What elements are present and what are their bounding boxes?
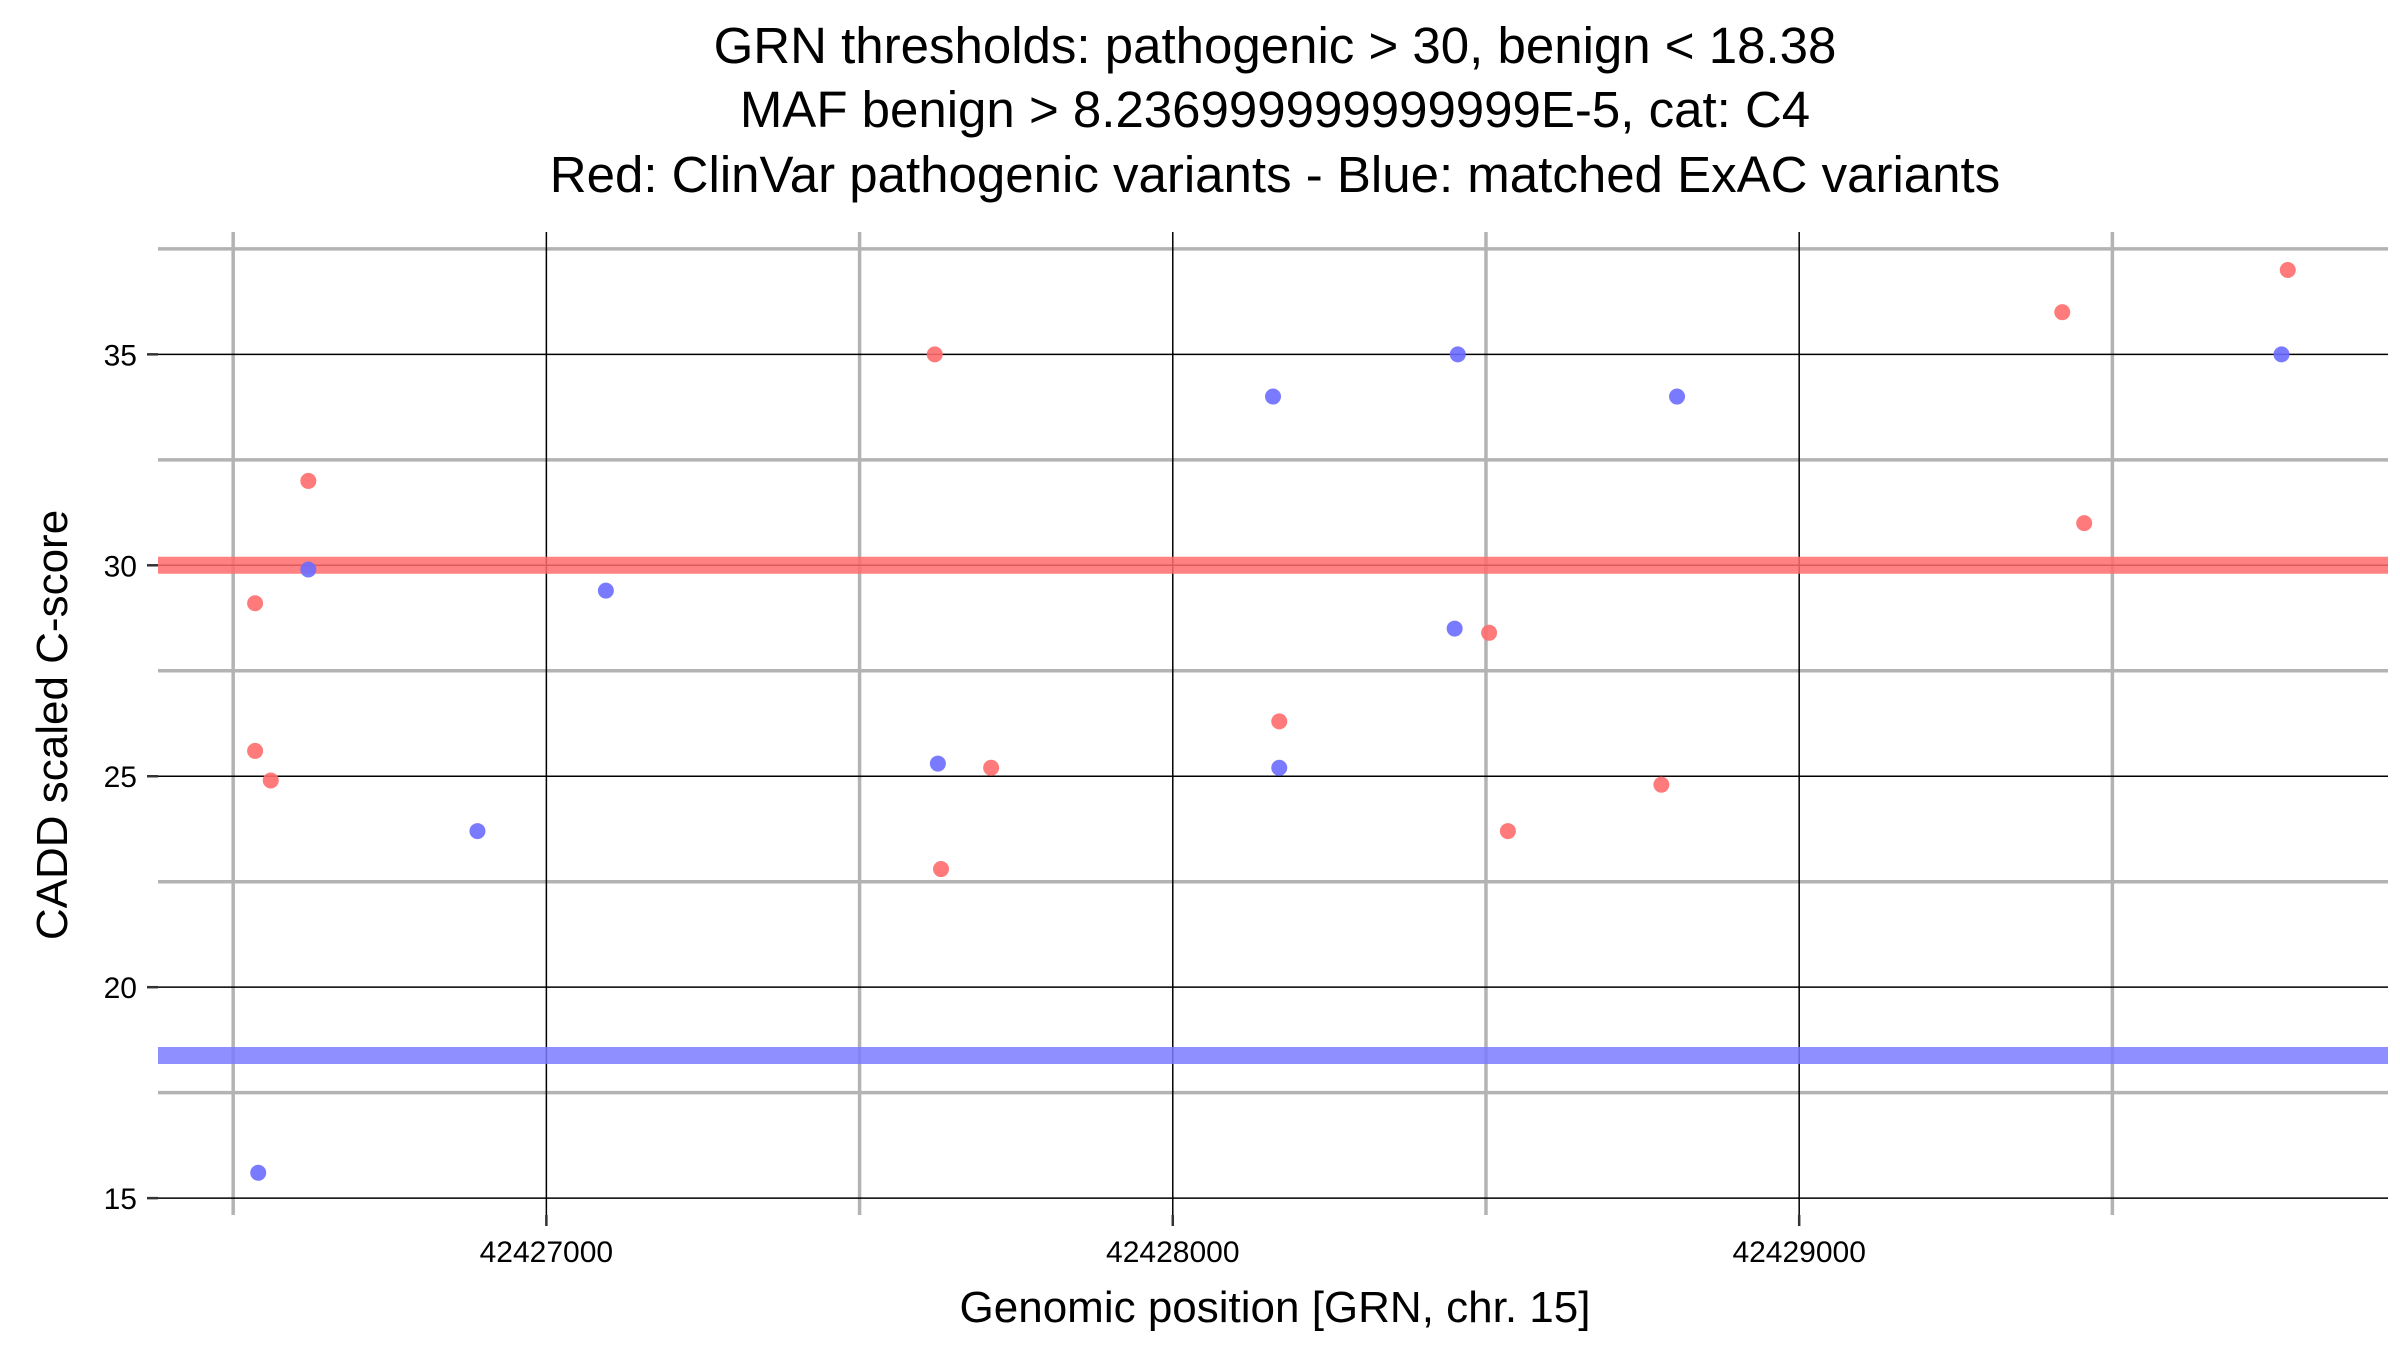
clinvar-point-11 <box>2054 304 2071 321</box>
y-axis: 15 20 25 30 35 <box>104 339 158 1216</box>
clinvar-point-6 <box>983 759 1000 776</box>
title-line-3: Red: ClinVar pathogenic variants - Blue:… <box>550 146 2000 203</box>
exac-point-3 <box>597 582 614 599</box>
y-tick-label-3: 30 <box>104 550 137 583</box>
exac-point-9 <box>1669 388 1686 405</box>
threshold-lines <box>158 556 2388 1065</box>
clinvar-point-13 <box>2279 261 2296 278</box>
x-tick-label-1: 42428000 <box>1106 1236 1239 1269</box>
x-axis-label: Genomic position [GRN, chr. 15] <box>960 1283 1591 1332</box>
clinvar-point-10 <box>1653 776 1670 793</box>
exac-point-0 <box>250 1164 267 1181</box>
minor-grid <box>158 232 2388 1215</box>
major-grid <box>158 232 2388 1215</box>
exac-point-4 <box>929 755 946 772</box>
y-tick-label-0: 15 <box>104 1183 137 1216</box>
title-line-1: GRN thresholds: pathogenic > 30, benign … <box>714 17 1837 74</box>
chart-title: GRN thresholds: pathogenic > 30, benign … <box>550 17 2000 203</box>
title-line-2: MAF benign > 8.236999999999999E-5, cat: … <box>740 81 1810 138</box>
clinvar-point-3 <box>300 472 317 489</box>
y-axis-label: CADD scaled C-score <box>28 510 77 940</box>
clinvar-point-1 <box>247 742 264 759</box>
y-tick-label-4: 35 <box>104 339 137 372</box>
clinvar-point-12 <box>2076 515 2093 532</box>
clinvar-point-2 <box>262 772 279 789</box>
clinvar-point-7 <box>1271 713 1288 730</box>
x-tick-label-2: 42429000 <box>1732 1236 1865 1269</box>
y-tick-label-1: 20 <box>104 972 137 1005</box>
clinvar-point-8 <box>1481 624 1498 641</box>
y-tick-label-2: 25 <box>104 761 137 794</box>
exac-point-5 <box>1265 388 1281 405</box>
data-points <box>247 261 2296 1181</box>
x-axis: 42427000 42428000 42429000 <box>480 1215 1866 1269</box>
exac-point-2 <box>469 823 486 840</box>
x-tick-label-0: 42427000 <box>480 1236 613 1269</box>
exac-point-10 <box>2273 346 2290 363</box>
clinvar-point-5 <box>933 861 950 878</box>
exac-point-6 <box>1271 759 1288 776</box>
exac-point-1 <box>300 561 317 578</box>
exac-point-8 <box>1449 346 1466 363</box>
clinvar-point-9 <box>1499 823 1516 840</box>
exac-point-7 <box>1446 620 1463 637</box>
clinvar-point-0 <box>247 595 264 612</box>
clinvar-point-4 <box>926 346 943 363</box>
